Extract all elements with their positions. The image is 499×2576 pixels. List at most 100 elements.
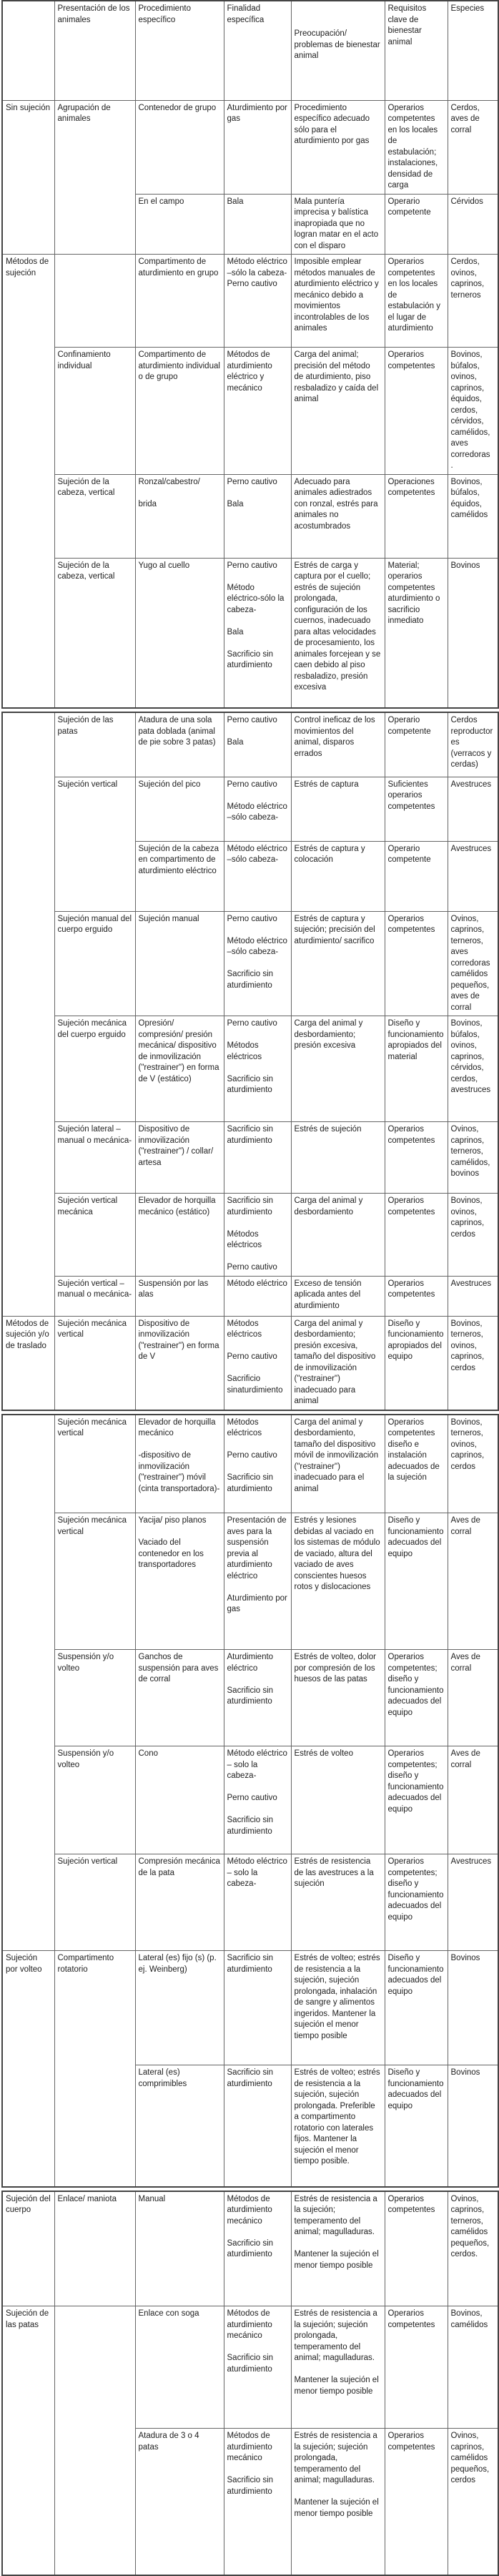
table-cell: Estrés de volteo; estrés de resistencia … [290,2065,385,2187]
table-cell [1,712,55,1317]
table-cell: Manual [134,2191,224,2306]
table-row: Sujeción mecánica vertical Yacija/ piso p… [2,1513,499,1650]
table-cell: Aturdimiento por gas [223,99,292,195]
table-cell: Diseño y funcionamiento adecuados del eq… [384,1513,448,1650]
table-cell: Operarios competentes; diseño y funciona… [384,1649,448,1746]
header-row: Presentación de los animales Procedimient… [1,0,499,101]
column-header-category [1,0,55,101]
table-row: Sujeción vertical Sujeción del pico Perno … [2,776,499,912]
table-cell [1,1414,55,1951]
table-cell: Bovinos, ovinos, caprinos, cerdos [447,1193,499,1277]
table-cell: Sujeción de la cabeza en compartimento d… [134,840,224,912]
table-cell: Operarios competentes diseño e instalaci… [384,1414,448,1513]
table-cell: Bovinos [447,557,499,709]
table-row: Sujeción de las patas Enlace con soga Méto… [1,2306,499,2575]
table-cell: Compartimento de aturdimiento individual… [134,347,224,475]
table-cell: Estrés de volteo [290,1746,385,1854]
table-cell: Diseño y funcionamiento adecuados del eq… [384,1950,448,2065]
table-cell: Operarios competentes [384,347,448,475]
table-cell: Compartimento rotatorio [54,1950,136,2187]
table-cell: Bala [223,193,292,255]
table-row: Métodos de sujeción y/o de traslado Sujec… [1,1315,499,1410]
table-cell: Estrés de volteo; estrés de resistencia … [290,1950,385,2065]
table-cell: Sujeción de la cabeza, vertical [54,473,136,559]
table-cell: Método eléctrico – solo la cabeza- Perno… [223,1746,292,1854]
table-cell: Métodos de sujeción [1,254,55,709]
table-row: Sujeción del cuerpo Enlace/ maniota Manual… [1,2191,499,2306]
table-cell: Bovinos [447,1950,499,2065]
table-cell: Operarios competentes [384,2306,448,2429]
column-header-species: Especies [447,0,499,101]
table-cell: Estrés de sujeción [290,1121,385,1194]
table-cell: Avestruces [447,776,499,842]
table: Sujeción de las patas Atadura de una sola… [1,712,499,1411]
table-cell: Aves de corral [447,1649,499,1746]
table-cell: Operario competente [384,840,448,912]
table: Sujeción mecánica vertical Elevador de ho… [1,1413,499,2188]
table-cell: Ovinos, caprinos, camélidos pequeños, ce… [447,2428,499,2575]
table-cell: Método eléctrico – solo la cabeza- [223,1854,292,1951]
table-cell: Sacrificio sin aturdimiento [223,2065,292,2187]
table-cell: Método eléctrico [223,1275,292,1317]
table-cell: Carga del animal y desbordamiento, tamañ… [290,1414,385,1513]
table-cell: Opresión/ compresión/ presión mecánica/ … [134,1016,224,1122]
table-row: Sujeción vertical Compresión mecánica de … [2,1854,499,1951]
table-cell: Estrés de carga y captura por el cuello;… [290,557,385,709]
table-cell: Cerdos, ovinos, caprinos, terneros [447,254,499,348]
table-cell: Bovinos, camélidos [447,2306,499,2429]
table-cell [54,2306,136,2575]
table-cell: Dispositivo de inmovilización ("restrain… [134,1315,224,1410]
table-cell: Suspensión y/o volteo [54,1649,136,1746]
table-cell: Presentación de aves para la suspensión … [223,1513,292,1650]
table-cell: Estrés de resistencia a la sujeción; tem… [290,2191,385,2306]
table-cell: Cerdos, aves de corral [447,99,499,195]
table-row: Sujeción de la cabeza, vertical Yugo al c… [2,557,499,709]
table-cell: Lateral (es) fijo (s) (p. ej. Weinberg) [134,1950,224,2065]
table-cell: Ovinos, caprinos, terneros, aves corredo… [447,910,499,1016]
table-cell: Agrupación de animales [54,99,136,255]
table-cell: Enlace con soga [134,2306,224,2429]
table-cell: Perno cautivo Bala [223,712,292,777]
table-cell: Lateral (es) comprimibles [134,2065,224,2187]
table-cell: Bovinos, búfalos, ovinos, caprinos, cérv… [447,1016,499,1122]
table-row: Sujeción mecánica vertical Elevador de ho… [1,1414,499,1951]
table-cell: Operario competente [384,712,448,777]
table-cell: Perno cautivo Método eléctrico-sólo la c… [223,557,292,709]
table-row: Sujeción de la cabeza, vertical Ronzal/ca… [2,473,499,559]
column-header-purpose: Finalidad específica [223,0,292,101]
table-cell: Enlace/ maniota [54,2191,136,2306]
table-cell: Sujeción mecánica vertical [54,1414,136,1513]
column-header-presentation: Presentación de los animales [54,0,136,101]
table-cell: Estrés de captura y sujeción; precisión … [290,910,385,1016]
table-cell: Sujeción de las patas [1,2306,55,2575]
table-cell: Sujeción de la cabeza, vertical [54,557,136,709]
table-cell: Ovinos, caprinos, terneros, camélidos, b… [447,1121,499,1194]
table-cell: Bovinos [447,2065,499,2187]
table-cell: Atadura de 3 o 4 patas [134,2428,224,2575]
table-cell: Sujeción mecánica del cuerpo erguido [54,1016,136,1122]
table-cell: Yacija/ piso planos Vaciado del contened… [134,1513,224,1650]
table: Presentación de los animales Procedimient… [1,0,499,709]
table-row: Sin sujeción Agrupación de animales Conten… [1,99,499,255]
table-cell: Diseño y funcionamiento apropiados del e… [384,1315,448,1410]
column-header-welfare-concern: Preocupación/ problemas de bienestar ani… [290,0,385,101]
table-cell: Suspensión por las alas [134,1275,224,1317]
table-cell: Ovinos, caprinos, terneros, camélidos pe… [447,2191,499,2306]
table-cell: Cérvidos [447,193,499,255]
column-header-procedure: Procedimiento específico [134,0,224,101]
table-cell: Estrés de resistencia de las avestruces … [290,1854,385,1951]
table-cell: Cerdos reproductores (verracos y cerdas) [447,712,499,777]
table-cell: Bovinos, búfalos, équidos, camélidos [447,473,499,559]
table-cell: Operarios competentes; diseño y funciona… [384,1854,448,1951]
table-cell: Operarios competentes [384,1193,448,1277]
table-cell: Sacrificio sin aturdimiento Métodos eléc… [223,1193,292,1277]
table-cell: Compresión mecánica de la pata [134,1854,224,1951]
table-cell: Bovinos, terneros, ovinos, caprinos, cer… [447,1414,499,1513]
table-cell: Aturdimiento eléctrico Sacrificio sin at… [223,1649,292,1746]
table-cell: Ganchos de suspensión para aves de corra… [134,1649,224,1746]
table-cell: Sujeción del pico [134,776,224,842]
table-cell: Operarios competentes [384,1275,448,1317]
table-row: Suspensión y/o volteo Ganchos de suspensi… [2,1649,499,1746]
table-cell: Carga del animal; precisión del método d… [290,347,385,475]
